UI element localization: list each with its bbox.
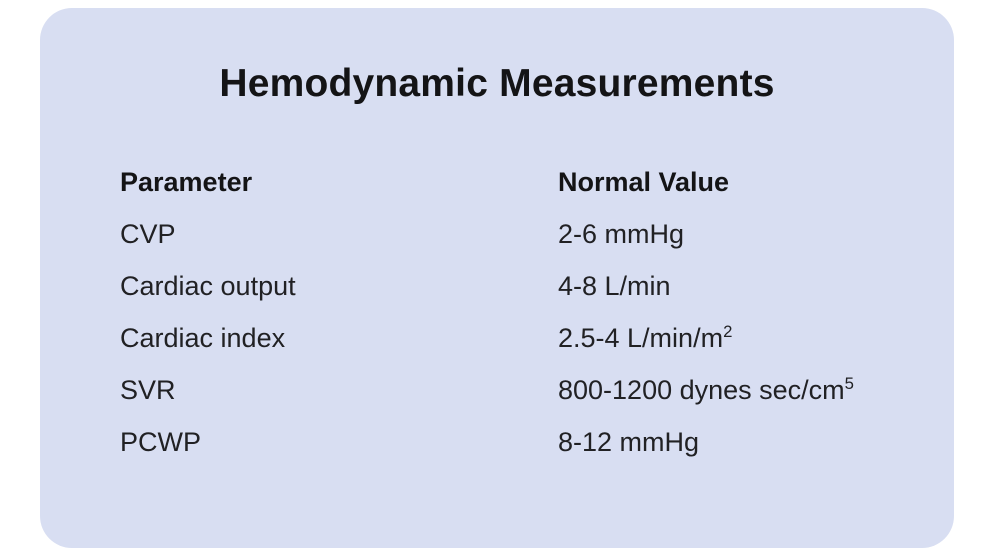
- value-superscript: 5: [844, 374, 854, 393]
- value-cell: 800-1200 dynes sec/cm5: [558, 364, 924, 416]
- column-header-normal-value: Normal Value: [558, 167, 730, 197]
- table-row: SVR 800-1200 dynes sec/cm5: [120, 364, 924, 416]
- card-title: Hemodynamic Measurements: [219, 62, 775, 105]
- column-header-parameter: Parameter: [120, 167, 253, 197]
- value-text: 4-8 L/min: [558, 271, 671, 301]
- table-row: CVP 2-6 mmHg: [120, 208, 924, 260]
- parameter-cell: Cardiac index: [120, 323, 286, 353]
- value-cell: 8-12 mmHg: [558, 416, 924, 468]
- value-superscript: 2: [723, 322, 733, 341]
- table-row: Cardiac output 4-8 L/min: [120, 260, 924, 312]
- parameter-cell: Cardiac output: [120, 271, 296, 301]
- value-text: 2-6 mmHg: [558, 219, 685, 249]
- value-text: 8-12 mmHg: [558, 427, 700, 457]
- hemodynamics-card: Hemodynamic Measurements Parameter Norma…: [40, 8, 954, 548]
- parameter-cell: CVP: [120, 219, 176, 249]
- value-cell: 2-6 mmHg: [558, 208, 924, 260]
- parameter-cell: PCWP: [120, 427, 201, 457]
- value-text: 2.5-4 L/min/m: [558, 323, 724, 353]
- parameter-cell: SVR: [120, 375, 176, 405]
- table-header-row: Parameter Normal Value: [120, 156, 924, 208]
- table-row: PCWP 8-12 mmHg: [120, 416, 924, 468]
- value-text: 800-1200 dynes sec/cm: [558, 375, 845, 405]
- value-cell: 2.5-4 L/min/m2: [558, 312, 924, 364]
- measurements-table: Parameter Normal Value CVP 2-6 mmHg Card…: [120, 156, 924, 468]
- value-cell: 4-8 L/min: [558, 260, 924, 312]
- table-row: Cardiac index 2.5-4 L/min/m2: [120, 312, 924, 364]
